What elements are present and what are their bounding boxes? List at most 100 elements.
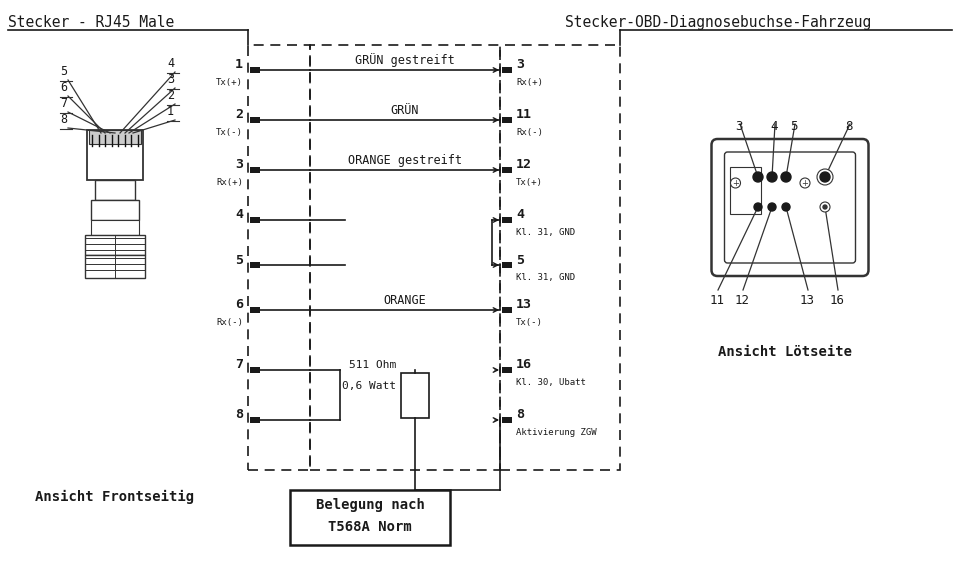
Circle shape xyxy=(753,172,763,182)
Bar xyxy=(250,367,260,373)
Text: 6: 6 xyxy=(60,81,67,94)
Text: Kl. 30, Ubatt: Kl. 30, Ubatt xyxy=(516,378,586,387)
Text: 6: 6 xyxy=(235,298,243,312)
Bar xyxy=(730,167,760,214)
Bar xyxy=(401,373,429,417)
Text: 8: 8 xyxy=(845,120,852,133)
Circle shape xyxy=(820,172,830,182)
Text: 511 Ohm: 511 Ohm xyxy=(348,359,396,370)
Bar xyxy=(95,180,135,200)
Text: Ansicht Lötseite: Ansicht Lötseite xyxy=(717,345,852,359)
Text: 5: 5 xyxy=(516,254,524,266)
Text: Rx(+): Rx(+) xyxy=(516,78,542,87)
Bar xyxy=(89,130,141,144)
Text: Stecker - RJ45 Male: Stecker - RJ45 Male xyxy=(8,15,175,30)
Text: Tx(-): Tx(-) xyxy=(216,128,243,137)
Text: 13: 13 xyxy=(800,294,815,307)
Bar xyxy=(502,117,512,123)
Text: 2: 2 xyxy=(167,89,174,102)
Bar xyxy=(85,235,145,255)
Text: 4: 4 xyxy=(770,120,778,133)
Bar xyxy=(91,200,139,220)
Circle shape xyxy=(767,172,777,182)
Bar xyxy=(502,67,512,73)
Text: Kl. 31, GND: Kl. 31, GND xyxy=(516,273,575,282)
Text: 1: 1 xyxy=(167,105,174,118)
Text: 4: 4 xyxy=(516,209,524,221)
Text: Belegung nach: Belegung nach xyxy=(316,498,424,512)
Bar xyxy=(250,117,260,123)
Circle shape xyxy=(754,203,762,211)
FancyBboxPatch shape xyxy=(725,152,855,263)
Bar xyxy=(85,255,145,278)
Text: Aktivierung ZGW: Aktivierung ZGW xyxy=(516,428,596,437)
Circle shape xyxy=(823,205,827,209)
Bar xyxy=(87,130,143,180)
Text: 5: 5 xyxy=(60,65,67,78)
Text: 3: 3 xyxy=(235,159,243,171)
Bar xyxy=(248,45,310,470)
Text: Stecker-OBD-Diagnosebuchse-Fahrzeug: Stecker-OBD-Diagnosebuchse-Fahrzeug xyxy=(565,15,872,30)
Text: 4: 4 xyxy=(167,57,174,70)
Text: 12: 12 xyxy=(516,159,532,171)
FancyBboxPatch shape xyxy=(711,139,869,276)
Bar xyxy=(250,217,260,223)
Text: 5: 5 xyxy=(235,254,243,266)
Text: 16: 16 xyxy=(516,358,532,371)
Text: 8: 8 xyxy=(60,113,67,126)
Bar xyxy=(502,367,512,373)
Text: 12: 12 xyxy=(735,294,750,307)
Text: +: + xyxy=(802,178,808,187)
Bar xyxy=(502,417,512,423)
Text: Rx(-): Rx(-) xyxy=(216,318,243,327)
Bar xyxy=(500,45,620,470)
Circle shape xyxy=(800,178,810,188)
Text: 3: 3 xyxy=(735,120,742,133)
Text: 7: 7 xyxy=(60,97,67,110)
Text: 5: 5 xyxy=(790,120,798,133)
Bar xyxy=(290,490,450,545)
Text: 8: 8 xyxy=(516,408,524,421)
Bar xyxy=(502,217,512,223)
Text: ORANGE: ORANGE xyxy=(384,294,426,307)
Text: 16: 16 xyxy=(830,294,845,307)
Text: Rx(+): Rx(+) xyxy=(216,178,243,187)
Text: Tx(+): Tx(+) xyxy=(216,78,243,87)
Bar xyxy=(502,307,512,313)
Text: 11: 11 xyxy=(516,109,532,121)
Bar xyxy=(250,307,260,313)
Bar xyxy=(250,167,260,173)
Circle shape xyxy=(782,203,790,211)
Circle shape xyxy=(820,202,830,212)
Text: 11: 11 xyxy=(710,294,725,307)
Text: 8: 8 xyxy=(235,408,243,421)
Circle shape xyxy=(768,203,776,211)
Text: GRÜN gestreift: GRÜN gestreift xyxy=(355,53,455,67)
Bar xyxy=(250,262,260,268)
Text: 0,6 Watt: 0,6 Watt xyxy=(342,381,396,390)
Text: Ansicht Frontseitig: Ansicht Frontseitig xyxy=(36,490,195,504)
Bar xyxy=(310,45,500,470)
Bar xyxy=(502,262,512,268)
Text: 7: 7 xyxy=(235,358,243,371)
Bar xyxy=(250,67,260,73)
Bar xyxy=(91,220,139,235)
Text: 3: 3 xyxy=(516,59,524,71)
Bar xyxy=(250,417,260,423)
Text: Kl. 31, GND: Kl. 31, GND xyxy=(516,228,575,237)
Circle shape xyxy=(817,169,833,185)
Text: 2: 2 xyxy=(235,109,243,121)
Bar xyxy=(502,167,512,173)
Text: Tx(-): Tx(-) xyxy=(516,318,542,327)
Text: 13: 13 xyxy=(516,298,532,312)
Text: 3: 3 xyxy=(167,73,174,86)
Text: 1: 1 xyxy=(235,59,243,71)
Text: Rx(-): Rx(-) xyxy=(516,128,542,137)
Text: GRÜN: GRÜN xyxy=(391,104,420,117)
Text: T568A Norm: T568A Norm xyxy=(328,520,412,534)
Text: ORANGE gestreift: ORANGE gestreift xyxy=(348,154,462,167)
Circle shape xyxy=(731,178,740,188)
Circle shape xyxy=(781,172,791,182)
Text: Tx(+): Tx(+) xyxy=(516,178,542,187)
Text: 4: 4 xyxy=(235,209,243,221)
